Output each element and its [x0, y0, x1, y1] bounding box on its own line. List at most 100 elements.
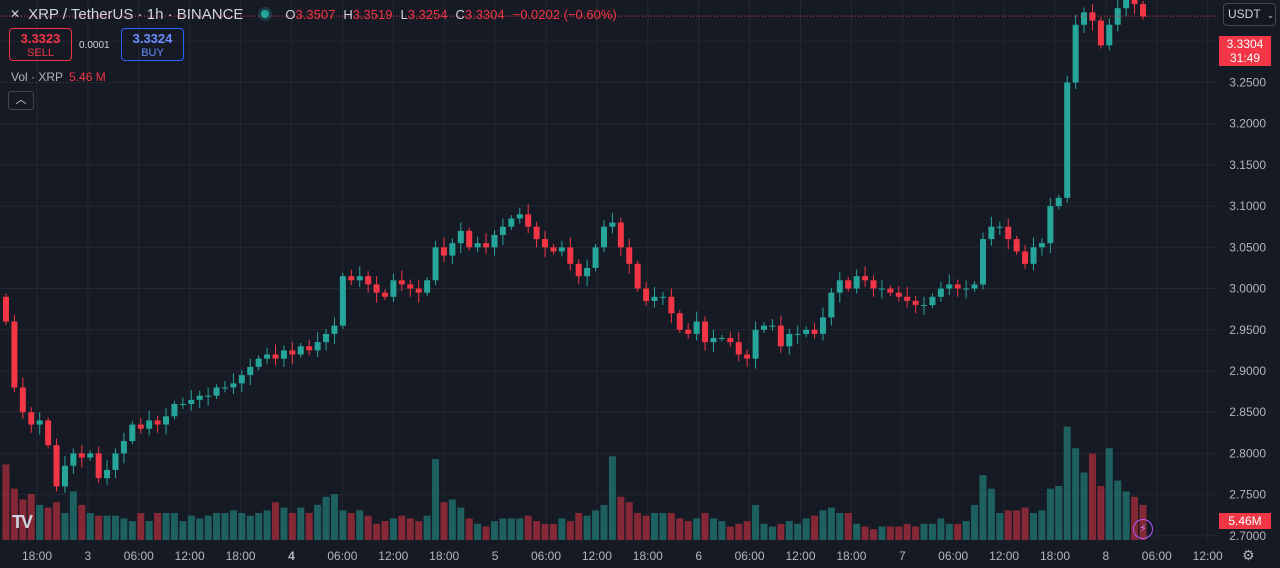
volume-bar — [743, 521, 751, 540]
volume-bar — [78, 504, 86, 540]
settings-gear-icon[interactable]: ⚙ — [1242, 547, 1255, 563]
volume-bar — [364, 515, 372, 540]
volume-bar — [288, 513, 296, 540]
candle-body — [137, 424, 144, 429]
volume-label: Vol · XRP — [11, 70, 64, 84]
volume-bar — [676, 518, 684, 540]
candle-body — [617, 222, 624, 248]
time-tick-label: 18:00 — [429, 549, 459, 563]
time-tick-label: 4 — [288, 549, 295, 563]
lightning-icon[interactable]: ⚡ — [1133, 519, 1153, 539]
symbol-title[interactable]: XRP / TetherUS · 1h · BINANCE — [28, 5, 244, 23]
price-tick-label: 2.7500 — [1229, 488, 1266, 502]
candle-body — [819, 317, 826, 334]
volume-bar — [111, 515, 119, 540]
ohlc-values: O3.3507 H3.3519 L3.3254 C3.3304 −0.0202 … — [285, 7, 616, 22]
volume-bar — [1080, 472, 1088, 540]
volume-bar — [684, 521, 692, 540]
volume-bar — [903, 523, 911, 540]
candle-body — [769, 325, 776, 327]
candle-body — [112, 453, 119, 470]
volume-bar — [120, 518, 128, 540]
candle-body — [676, 313, 683, 330]
candle-body — [929, 296, 936, 306]
volume-bar — [440, 502, 448, 540]
volume-bar — [996, 513, 1004, 540]
volume-bar — [179, 521, 187, 540]
volume-bar — [356, 510, 364, 540]
candle-body — [786, 333, 793, 347]
candle-body — [11, 321, 18, 388]
candle-body — [634, 263, 641, 289]
volume-bar — [415, 521, 423, 540]
candle-body — [1072, 24, 1079, 83]
candle-body — [836, 280, 843, 293]
candle-body — [247, 366, 254, 376]
candle-body — [1123, 0, 1130, 9]
time-tick-label: 06:00 — [327, 549, 357, 563]
volume-legend[interactable]: Vol · XRP 5.46 M — [11, 70, 106, 84]
volume-bar — [2, 464, 10, 540]
open-value: 3.3507 — [295, 6, 336, 22]
volume-bar — [1097, 486, 1105, 540]
candle-body — [280, 350, 287, 359]
volume-bar — [1072, 448, 1080, 540]
volume-bar — [642, 515, 650, 540]
volume-bar — [844, 513, 852, 540]
candle-body — [870, 280, 877, 289]
candle-body — [1030, 247, 1037, 264]
candle-body — [946, 284, 953, 289]
time-tick-label: 6 — [695, 549, 702, 563]
bar-countdown: 31:49 — [1229, 51, 1261, 65]
candle-body — [845, 280, 852, 289]
currency-select[interactable]: USDT ⌄ — [1223, 3, 1276, 26]
volume-bar — [709, 518, 717, 540]
volume-bar — [886, 526, 894, 540]
candle-body — [971, 284, 978, 289]
time-tick-label: 06:00 — [938, 549, 968, 563]
collapse-legend-button[interactable]: ︿ — [8, 91, 34, 110]
candle-body — [862, 276, 869, 281]
volume-bar — [272, 502, 280, 540]
volume-bar — [305, 513, 313, 540]
candle-body — [1047, 206, 1054, 244]
candle-body — [87, 453, 94, 458]
candle-body — [440, 247, 447, 256]
price-axis[interactable]: 3.30003.25003.20003.15003.10003.05003.00… — [1229, 34, 1266, 543]
volume-bar — [1055, 486, 1063, 540]
candle-body — [407, 284, 414, 289]
time-axis[interactable]: 18:00 3 06:00 12:00 18:00 4 06:00 12:00 18:00 5 06… — [22, 549, 1223, 563]
candle-body — [78, 453, 85, 458]
volume-bar — [196, 518, 204, 540]
volume-bar — [726, 526, 734, 540]
volume-bar — [1046, 488, 1054, 540]
buy-button[interactable]: 3.3324 BUY — [121, 28, 184, 61]
change-value: −0.0202 (−0.60%) — [512, 6, 617, 22]
volume-bar — [937, 518, 945, 540]
volume-bar — [516, 518, 524, 540]
sell-button[interactable]: 3.3323 SELL — [9, 28, 72, 61]
volume-bar — [558, 518, 566, 540]
time-tick-label: 18:00 — [22, 549, 52, 563]
candle-body — [828, 292, 835, 318]
candle-body — [171, 403, 178, 417]
volume-bar — [61, 513, 69, 540]
candle-body — [179, 403, 186, 405]
volume-bar — [878, 526, 886, 540]
candle-body — [558, 247, 565, 252]
candle-body — [533, 226, 540, 240]
volume-bar — [979, 475, 987, 540]
candle-body — [314, 342, 321, 351]
volume-bar — [1122, 491, 1130, 540]
chevron-up-icon: ︿ — [15, 94, 27, 106]
candle-body — [600, 226, 607, 248]
tradingview-logo[interactable]: TV — [12, 512, 33, 532]
volume-bar — [836, 513, 844, 540]
volume-bar — [53, 502, 61, 540]
volume-bar — [600, 504, 608, 540]
volume-bar — [541, 523, 549, 540]
candle-body — [205, 395, 212, 397]
time-tick-label: 06:00 — [124, 549, 154, 563]
time-tick-label: 12:00 — [1193, 549, 1223, 563]
